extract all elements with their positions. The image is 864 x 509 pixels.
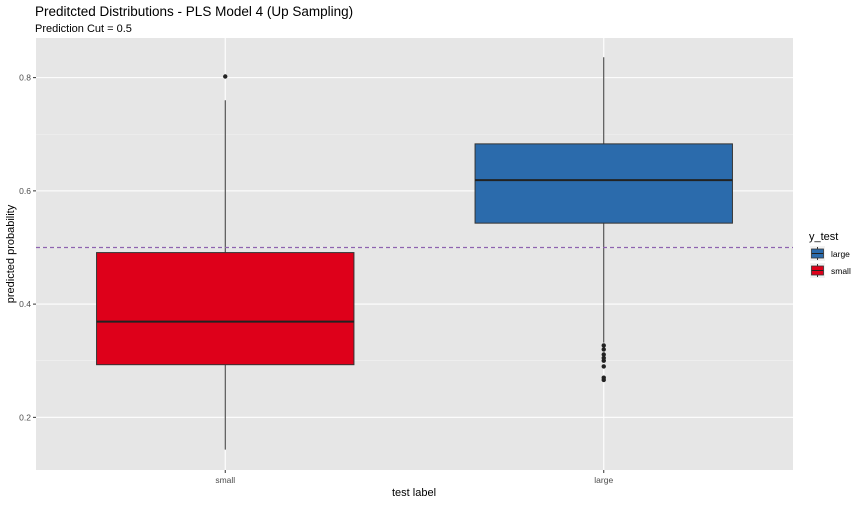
outlier-point xyxy=(601,377,606,383)
y-tick-label: 0.4 xyxy=(19,299,31,309)
box-large xyxy=(474,143,733,224)
legend-items: large small xyxy=(810,246,851,278)
legend-item-large: large xyxy=(810,246,850,261)
legend-label: large xyxy=(831,249,850,259)
outlier-point xyxy=(601,352,606,357)
y-tick-label: 0.6 xyxy=(19,186,31,196)
outlier-point xyxy=(601,358,606,363)
y-tick-label: 0.2 xyxy=(19,412,31,422)
y-axis: 0.2 0.4 0.6 0.8 xyxy=(19,73,36,422)
outlier-point xyxy=(223,74,228,79)
chart-title: Preditcted Distributions - PLS Model 4 (… xyxy=(35,4,353,19)
boxplots xyxy=(96,57,733,450)
x-tick-label: large xyxy=(594,475,613,485)
box-small xyxy=(96,252,355,366)
boxplot-small xyxy=(96,74,355,450)
outlier-point xyxy=(601,343,606,348)
chart-subtitle: Prediction Cut = 0.5 xyxy=(35,23,132,35)
legend-label: small xyxy=(831,266,851,276)
outlier-point xyxy=(601,364,606,369)
y-tick-label: 0.8 xyxy=(19,73,31,83)
x-tick-label: small xyxy=(215,475,235,485)
legend-title: y_test xyxy=(809,231,838,243)
y-axis-label: predicted probability xyxy=(5,204,17,303)
legend-item-small: small xyxy=(810,263,851,278)
boxplot-large xyxy=(474,57,733,383)
legend: y_test large small xyxy=(809,231,851,278)
x-axis-label: test label xyxy=(392,487,436,499)
x-axis: small large xyxy=(215,470,613,485)
outlier-point xyxy=(601,347,606,352)
